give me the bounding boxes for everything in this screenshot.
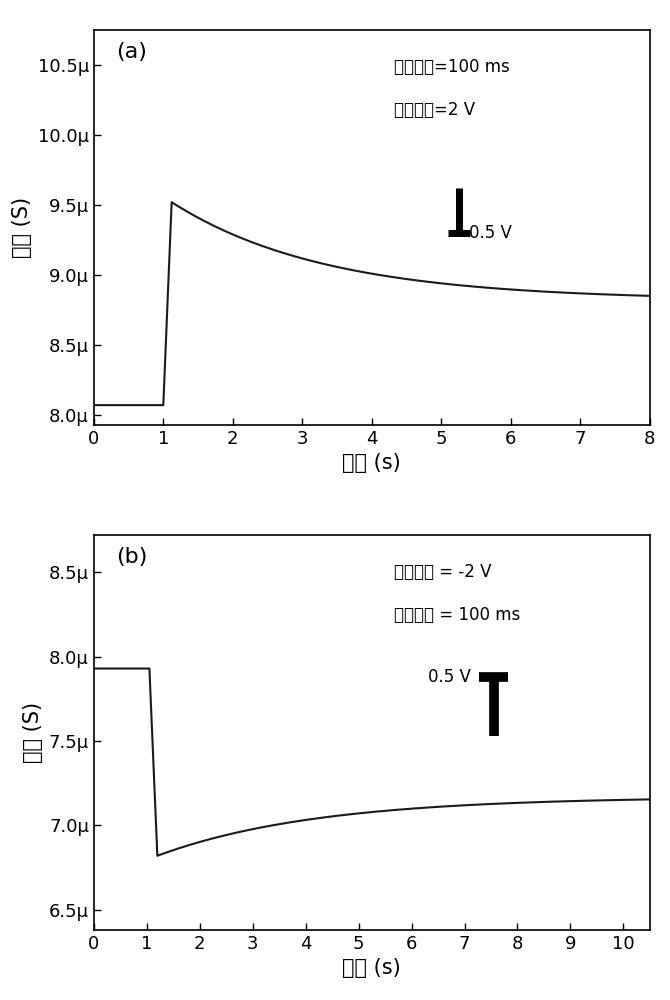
Text: (a): (a) [116,42,147,62]
Text: 0.5 V: 0.5 V [469,224,512,242]
X-axis label: 时间 (s): 时间 (s) [342,958,401,978]
Y-axis label: 电导 (S): 电导 (S) [12,197,32,258]
Text: 脉冲宽度 = 100 ms: 脉冲宽度 = 100 ms [394,606,521,624]
Text: 脉冲高度 = -2 V: 脉冲高度 = -2 V [394,563,492,581]
X-axis label: 时间 (s): 时间 (s) [342,453,401,473]
Text: 脉冲宽度=100 ms: 脉冲宽度=100 ms [394,58,510,76]
Y-axis label: 电导 (S): 电导 (S) [23,702,44,763]
Text: 脉冲高度=2 V: 脉冲高度=2 V [394,101,475,119]
Text: 0.5 V: 0.5 V [428,668,471,686]
Text: (b): (b) [116,547,147,567]
